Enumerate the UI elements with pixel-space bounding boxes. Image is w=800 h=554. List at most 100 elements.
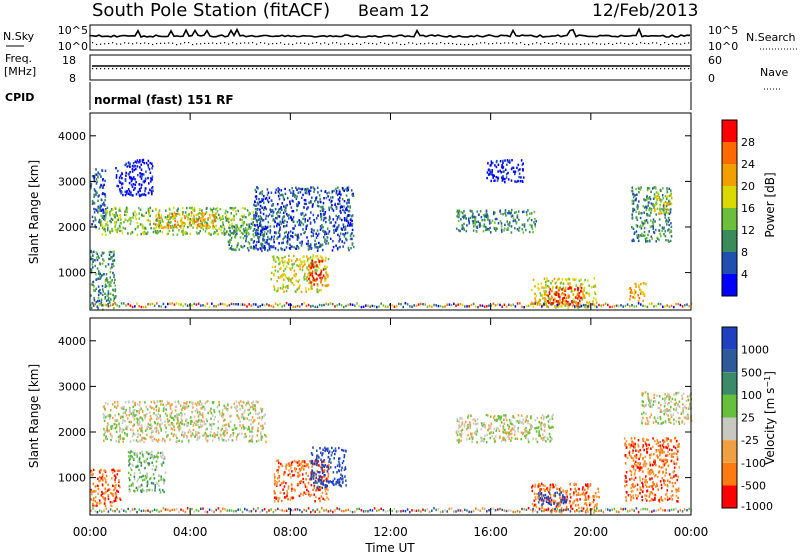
power-cell <box>631 291 633 294</box>
power-cell <box>302 228 304 231</box>
power-cell <box>308 276 311 279</box>
power-near-range-cell <box>96 305 99 308</box>
velocity-cell <box>209 410 212 413</box>
power-cell <box>528 217 531 220</box>
power-cell <box>257 248 259 251</box>
power-near-range-cell <box>336 304 338 307</box>
velocity-cell <box>181 440 183 443</box>
velocity-cell <box>662 421 664 424</box>
power-near-range-cell <box>215 305 217 308</box>
power-cell <box>311 280 314 283</box>
velocity-cell <box>119 469 121 472</box>
power-cell <box>635 197 637 200</box>
velocity-cell <box>113 405 116 408</box>
velocity-cell <box>196 436 199 439</box>
power-cell <box>472 220 475 223</box>
power-cell <box>198 217 201 220</box>
velocity-cell <box>247 408 249 412</box>
power-cell <box>665 239 667 242</box>
power-cell <box>103 273 105 276</box>
velocity-cell <box>144 417 146 420</box>
power-cell <box>343 189 345 193</box>
power-cell <box>274 269 277 272</box>
power-cell <box>342 208 344 211</box>
velocity-cell <box>194 435 197 438</box>
power-cell <box>639 292 642 295</box>
power-cell <box>503 170 505 173</box>
velocity-cell <box>115 495 117 499</box>
power-cell <box>322 205 324 209</box>
power-near-range-cell <box>164 305 167 309</box>
power-cell <box>100 198 103 202</box>
power-near-range-cell <box>134 305 136 308</box>
power-cell <box>263 206 266 209</box>
power-cell <box>462 215 465 219</box>
power-cell <box>663 209 665 212</box>
power-cell <box>654 203 657 207</box>
velocity-cell <box>157 431 160 435</box>
power-cell <box>308 247 311 250</box>
power-cell <box>667 216 670 220</box>
power-cell <box>276 203 279 206</box>
power-cell <box>306 260 309 263</box>
power-cell <box>240 231 243 234</box>
power-cell <box>259 247 262 250</box>
power-cell <box>550 303 553 306</box>
velocity-cell <box>120 406 123 410</box>
velocity-cell <box>543 429 546 432</box>
noise-search-dot <box>464 44 466 46</box>
power-cell <box>158 223 161 227</box>
velocity-cell <box>687 416 690 419</box>
power-near-range-cell <box>266 303 268 306</box>
power-cell <box>642 291 644 294</box>
power-cell <box>277 190 280 193</box>
power-cell <box>150 227 152 230</box>
velocity-cell <box>200 407 202 410</box>
power-cell <box>502 161 504 165</box>
noise-left-tick-bottom: 10^0 <box>58 40 88 53</box>
velocity-cell <box>514 425 516 428</box>
velocity-cell <box>101 483 104 486</box>
power-cell <box>149 223 151 226</box>
power-cell <box>317 191 319 194</box>
power-cell <box>496 227 498 230</box>
velocity-cell <box>141 427 143 430</box>
velocity-cell <box>135 439 138 442</box>
velocity-cell <box>121 428 124 431</box>
power-cell <box>664 194 667 198</box>
velocity-cell <box>199 400 201 403</box>
velocity-cell <box>243 411 245 414</box>
power-cell <box>295 273 298 276</box>
power-cell <box>287 237 289 241</box>
power-cell <box>189 222 191 225</box>
power-near-range-cell <box>360 305 363 309</box>
power-cell <box>516 228 519 231</box>
velocity-cell <box>94 485 97 488</box>
power-near-range-cell <box>127 303 129 306</box>
power-cell <box>497 170 499 173</box>
power-near-range-cell <box>202 304 204 307</box>
power-near-range-cell <box>167 302 169 306</box>
velocity-cell <box>168 402 170 405</box>
power-cell <box>212 227 214 230</box>
noise-search-dot <box>656 42 658 44</box>
power-cell <box>224 212 227 215</box>
velocity-cell <box>515 420 518 423</box>
velocity-cell <box>126 433 128 436</box>
power-cell <box>112 262 115 265</box>
velocity-cell <box>240 413 243 416</box>
power-cell <box>343 241 346 245</box>
power-cell <box>108 285 110 288</box>
power-cell <box>662 205 665 208</box>
power-near-range-cell <box>395 305 398 308</box>
power-cell <box>291 266 294 269</box>
nave-dot <box>376 68 378 70</box>
power-cell <box>640 212 642 215</box>
velocity-cell <box>242 424 244 427</box>
power-cell <box>323 230 325 233</box>
velocity-cell <box>151 406 154 409</box>
power-cell <box>575 284 578 287</box>
power-cell <box>466 224 468 227</box>
velocity-cell <box>144 401 146 404</box>
power-cell <box>110 220 112 224</box>
